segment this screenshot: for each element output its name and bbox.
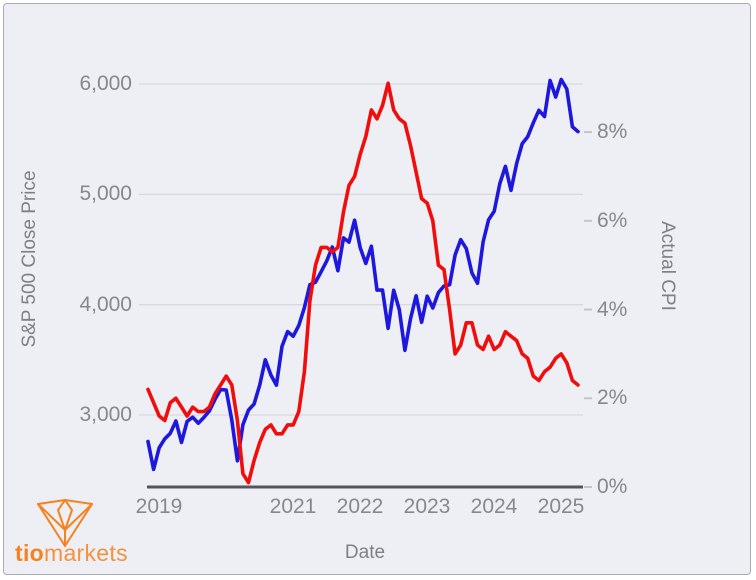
left-axis-tick-4000: 4,000 — [79, 293, 132, 316]
x-axis-tick-2019: 2019 — [135, 495, 183, 518]
right-axis-title: Actual CPI — [657, 221, 678, 311]
right-axis-tick-6: 6% — [597, 209, 628, 232]
right-axis-tick-0: 0% — [597, 475, 628, 498]
left-axis-title: S&P 500 Close Price — [19, 170, 40, 348]
x-axis-tick-2024: 2024 — [470, 495, 518, 518]
x-axis-tick-2025: 2025 — [537, 495, 585, 518]
right-axis-tick-2: 2% — [597, 386, 628, 409]
right-axis-tick-4: 4% — [597, 298, 628, 321]
tiomarkets-logo-text: tiomarkets — [15, 540, 128, 566]
logo-text-tio: tio — [15, 540, 44, 566]
tiomarkets-logo: tiomarkets — [0, 488, 140, 572]
left-axis-tick-3000: 3,000 — [79, 403, 132, 426]
right-axis-tick-8: 8% — [597, 120, 628, 143]
x-axis-title: Date — [344, 542, 386, 563]
x-axis-tick-2021: 2021 — [269, 495, 317, 518]
x-axis-tick-2022: 2022 — [336, 495, 384, 518]
tiomarkets-logo-icon — [37, 499, 93, 547]
left-axis-tick-5000: 5,000 — [79, 182, 132, 205]
left-axis-tick-6000: 6,000 — [79, 72, 132, 95]
x-axis-tick-2023: 2023 — [403, 495, 451, 518]
logo-text-markets: markets — [44, 540, 128, 566]
